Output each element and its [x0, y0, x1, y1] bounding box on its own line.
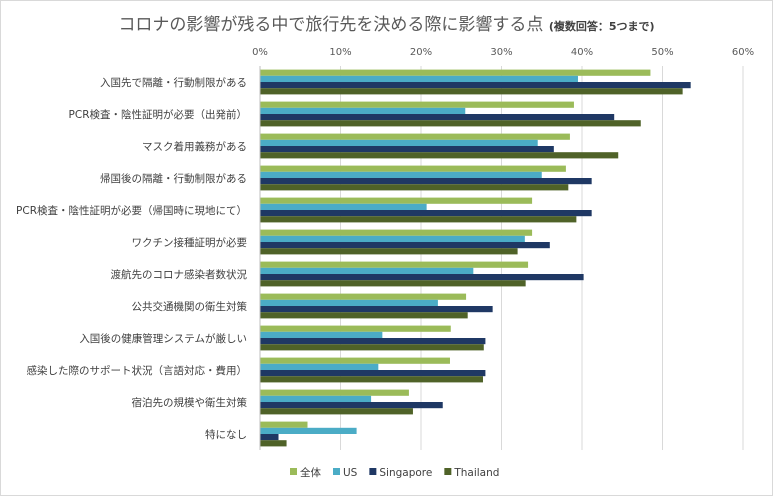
chart-title: コロナの影響が残る中で旅行先を決める際に影響する点 — [118, 15, 544, 35]
category-label: マスク着用義務がある — [142, 140, 247, 153]
bar-Singapore — [260, 114, 615, 121]
x-tick-label: 60% — [732, 47, 754, 58]
bar-Thailand — [260, 312, 468, 319]
bar-Singapore — [260, 274, 584, 281]
bar-全体 — [260, 421, 308, 428]
x-tick-label: 10% — [329, 47, 351, 58]
bar-US — [260, 235, 525, 242]
bar-US — [260, 299, 438, 306]
legend-label: 全体 — [300, 466, 321, 479]
legend-label: Singapore — [379, 467, 432, 479]
bar-US — [260, 75, 578, 82]
bar-Thailand — [260, 152, 619, 159]
bar-US — [260, 107, 466, 114]
bar-Thailand — [260, 120, 641, 127]
legend-swatch — [444, 468, 452, 475]
bar-全体 — [260, 69, 651, 76]
bar-Thailand — [260, 248, 518, 255]
bar-Thailand — [260, 376, 483, 383]
bar-Singapore — [260, 82, 691, 89]
x-tick-label: 40% — [571, 47, 593, 58]
x-tick-label: 0% — [252, 47, 268, 58]
x-tick-label: 30% — [490, 47, 512, 58]
x-tick-label: 20% — [410, 47, 432, 58]
bar-全体 — [260, 261, 529, 268]
x-tick-label: 50% — [651, 47, 673, 58]
bar-Singapore — [260, 306, 493, 313]
bar-Singapore — [260, 210, 592, 217]
bar-US — [260, 203, 427, 210]
bar-全体 — [260, 389, 409, 396]
bar-Thailand — [260, 344, 484, 351]
bar-Thailand — [260, 88, 683, 95]
bar-Singapore — [260, 178, 592, 185]
category-label: 帰国後の隔離・行動制限がある — [100, 172, 247, 185]
category-label: PCR検査・陰性証明が必要（帰国時に現地にて） — [16, 204, 247, 217]
bar-Singapore — [260, 338, 486, 345]
bar-US — [260, 171, 542, 178]
bar-Thailand — [260, 408, 413, 415]
bar-Thailand — [260, 440, 287, 447]
category-label: ワクチン接種証明が必要 — [132, 236, 248, 249]
y-axis-categories: 入国先で隔離・行動制限がある PCR検査・陰性証明が必要（出発前） マスク着用義務が… — [16, 76, 247, 441]
bar-Singapore — [260, 434, 279, 441]
bar-Thailand — [260, 184, 569, 191]
legend: 全体 US Singapore Thailand — [290, 466, 499, 479]
legend-swatch — [369, 468, 377, 475]
category-label: 公共交通機関の衛生対策 — [132, 300, 248, 313]
bar-全体 — [260, 197, 533, 204]
bar-US — [260, 363, 379, 370]
category-label: PCR検査・陰性証明が必要（出発前） — [69, 108, 247, 121]
category-label: 入国後の健康管理システムが厳しい — [79, 332, 247, 345]
chart-subtitle: (複数回答：5つまで) — [548, 20, 655, 33]
bar-Singapore — [260, 242, 550, 249]
bar-Thailand — [260, 216, 577, 223]
bar-Singapore — [260, 146, 554, 153]
legend-swatch — [333, 468, 340, 475]
bar-US — [260, 395, 372, 402]
bar-US — [260, 139, 538, 146]
category-label: 宿泊先の規模や衛生対策 — [132, 396, 248, 409]
bar-全体 — [260, 133, 570, 140]
bars — [260, 69, 691, 447]
gridlines — [340, 66, 744, 450]
category-label: 渡航先のコロナ感染者数状況 — [111, 268, 248, 281]
bar-全体 — [260, 101, 574, 108]
x-axis-ticks: 0% 10% 20% 30% 40% 50% 60% — [252, 47, 754, 58]
bar-Singapore — [260, 370, 486, 377]
bar-全体 — [260, 357, 450, 364]
chart-title-block: コロナの影響が残る中で旅行先を決める際に影響する点 (複数回答：5つまで) — [0, 10, 773, 35]
bar-全体 — [260, 325, 451, 332]
legend-label: Thailand — [453, 467, 499, 479]
bar-Singapore — [260, 402, 443, 409]
bar-全体 — [260, 229, 533, 236]
bar-全体 — [260, 293, 467, 300]
bar-Thailand — [260, 280, 526, 287]
category-label: 感染した際のサポート状況（言語対応・費用） — [27, 364, 248, 377]
bar-US — [260, 427, 357, 434]
category-label: 入国先で隔離・行動制限がある — [100, 76, 247, 89]
bar-US — [260, 331, 383, 338]
bar-全体 — [260, 165, 566, 172]
category-label: 特になし — [205, 429, 247, 441]
bar-US — [260, 267, 474, 274]
legend-label: US — [343, 467, 358, 479]
legend-swatch — [290, 468, 297, 475]
